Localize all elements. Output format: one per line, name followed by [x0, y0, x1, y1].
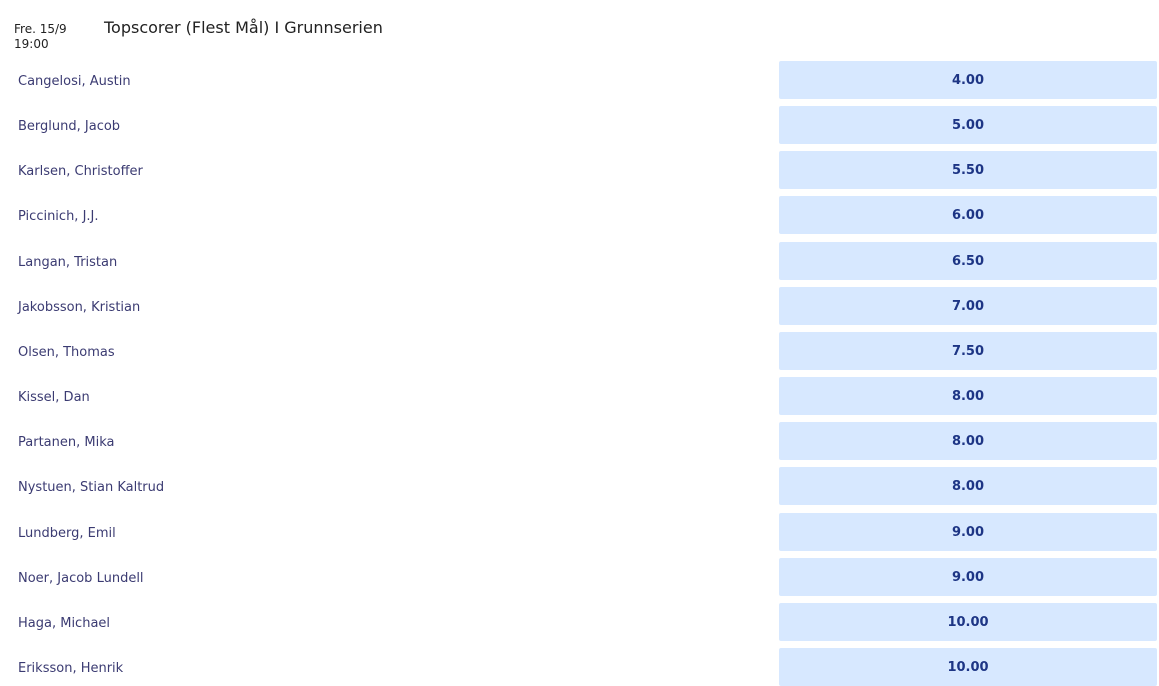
odds-button[interactable]: 9.00 — [779, 558, 1157, 596]
player-name: Lundberg, Emil — [18, 526, 116, 541]
odds-button[interactable]: 4.00 — [779, 61, 1157, 99]
player-name: Berglund, Jacob — [18, 119, 121, 134]
odds-button[interactable]: 6.50 — [779, 242, 1157, 280]
odds-button[interactable]: 7.50 — [779, 332, 1157, 370]
odds-button[interactable]: 10.00 — [779, 603, 1157, 641]
odds-button[interactable]: 8.00 — [779, 377, 1157, 415]
odds-button[interactable]: 5.00 — [779, 106, 1157, 144]
odds-button[interactable]: 10.00 — [779, 648, 1157, 686]
player-name: Piccinich, J.J. — [18, 209, 99, 224]
player-name: Kissel, Dan — [18, 390, 90, 405]
event-time: 19:00 — [14, 37, 49, 51]
player-name: Noer, Jacob Lundell — [18, 571, 144, 586]
market-title: Topscorer (Flest Mål) I Grunnserien — [104, 18, 383, 37]
player-name: Olsen, Thomas — [18, 345, 115, 360]
player-name: Haga, Michael — [18, 616, 111, 631]
player-name: Cangelosi, Austin — [18, 74, 131, 89]
odds-button[interactable]: 6.00 — [779, 196, 1157, 234]
player-name: Karlsen, Christoffer — [18, 164, 143, 179]
odds-button[interactable]: 7.00 — [779, 287, 1157, 325]
player-name: Eriksson, Henrik — [18, 661, 124, 676]
player-name: Jakobsson, Kristian — [18, 300, 141, 315]
odds-button[interactable]: 8.00 — [779, 467, 1157, 505]
odds-button[interactable]: 8.00 — [779, 422, 1157, 460]
odds-button[interactable]: 9.00 — [779, 513, 1157, 551]
odds-button[interactable]: 5.50 — [779, 151, 1157, 189]
player-name: Partanen, Mika — [18, 435, 115, 450]
player-name: Nystuen, Stian Kaltrud — [18, 480, 165, 495]
event-date: Fre. 15/9 — [14, 22, 67, 36]
player-name: Langan, Tristan — [18, 255, 118, 270]
